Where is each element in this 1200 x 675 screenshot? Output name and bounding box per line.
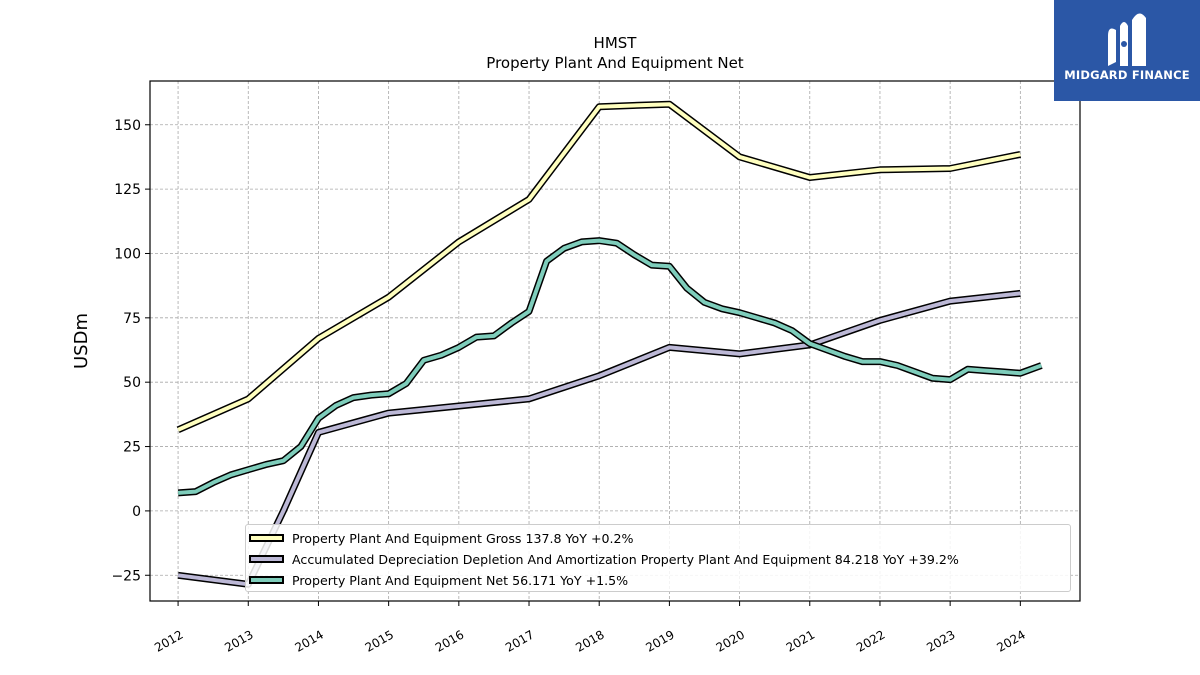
y-tick-label: 0	[132, 504, 141, 520]
legend-label-net: Property Plant And Equipment Net 56.171 …	[292, 572, 629, 588]
x-tick-label: 2019	[643, 627, 676, 654]
midgard-finance-logo: MIDGARD FINANCE	[1054, 0, 1200, 101]
chart-title: HMST	[594, 34, 638, 52]
x-tick-label: 2024	[994, 627, 1027, 654]
legend-swatch-accumulated-depreciation	[249, 555, 284, 563]
legend-swatch-gross	[249, 534, 284, 542]
y-tick-label: 25	[123, 440, 141, 456]
chart-subtitle: Property Plant And Equipment Net	[486, 54, 743, 72]
y-tick-label: 50	[123, 375, 141, 391]
y-tick-label: 150	[114, 118, 141, 134]
y-axis-label: USDm	[71, 313, 92, 369]
x-tick-label: 2017	[503, 627, 536, 654]
series-line-2	[177, 238, 1043, 495]
logo-name: MIDGARD FINANCE	[1064, 68, 1190, 82]
midgard-logo-icon	[1108, 13, 1146, 67]
x-tick-label: 2016	[433, 627, 466, 654]
y-tick-label: 100	[114, 246, 141, 262]
legend-swatch-net	[249, 576, 284, 584]
x-tick-label: 2020	[714, 627, 747, 654]
x-tick-label: 2023	[924, 627, 957, 654]
x-tick-label: 2022	[854, 627, 887, 654]
y-axis-ticks: −25 0 25 50 75 100 125 150	[111, 118, 150, 584]
y-tick-label: 125	[114, 182, 141, 198]
y-tick-label: −25	[111, 568, 141, 584]
series-line-0	[177, 102, 1021, 432]
plot-frame	[149, 80, 1081, 602]
grid-lines	[150, 81, 1080, 601]
legend-label-gross: Property Plant And Equipment Gross 137.8…	[292, 530, 634, 546]
x-tick-label: 2021	[784, 627, 817, 654]
series-line-1	[177, 291, 1021, 587]
x-tick-label: 2015	[363, 627, 396, 654]
x-tick-label: 2012	[152, 627, 185, 654]
legend-label-accumulated-depreciation: Accumulated Depreciation Depletion And A…	[292, 551, 959, 567]
chart-legend: Property Plant And Equipment Gross 137.8…	[245, 524, 1071, 592]
y-tick-label: 75	[123, 311, 141, 327]
series-lines	[176, 100, 1043, 588]
x-tick-label: 2013	[222, 627, 255, 654]
x-tick-label: 2018	[573, 627, 606, 654]
x-axis-ticks: 2012 2013 2014 2015 2016 2017 2018 2019 2020 2021…	[152, 601, 1028, 655]
x-tick-label: 2014	[292, 627, 325, 654]
